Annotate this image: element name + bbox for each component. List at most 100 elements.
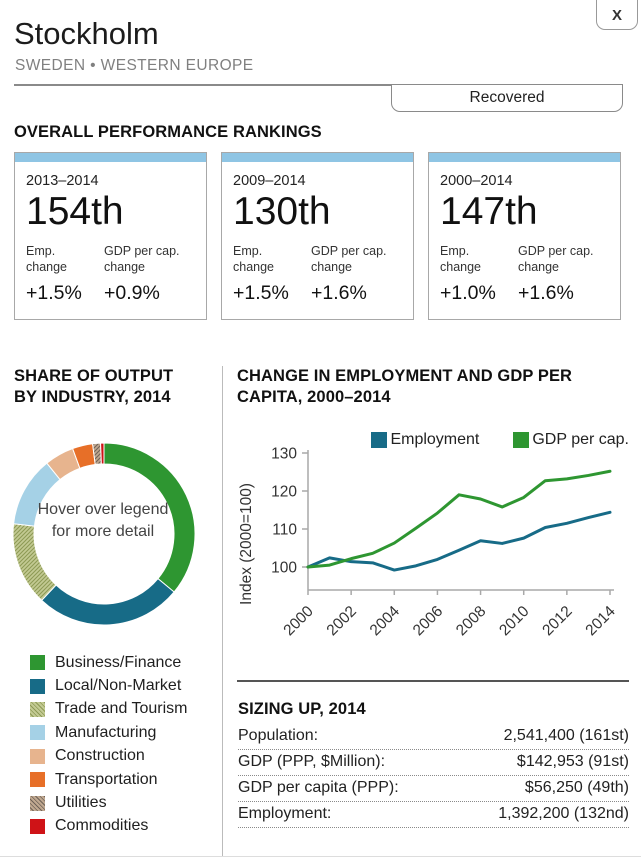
legend-label: Business/Finance: [55, 653, 182, 671]
close-button[interactable]: X: [596, 0, 638, 30]
y-axis-label: Index (2000=100): [238, 483, 255, 605]
row-label: GDP per capita (PPP):: [238, 779, 399, 796]
legend-item-construction[interactable]: Construction: [30, 745, 188, 768]
y-tick-label: 110: [272, 522, 297, 539]
legend-label: Utilities: [55, 794, 107, 812]
donut-slice-commodities: [100, 442, 105, 465]
employment-chart-heading: CHANGE IN EMPLOYMENT AND GDP PER CAPITA,…: [237, 367, 573, 406]
legend-swatch: [30, 772, 45, 788]
emp-change-label: Emp. change: [440, 243, 482, 274]
period-label: 2009–2014: [233, 173, 306, 189]
legend-label: Manufacturing: [55, 723, 157, 741]
donut-slice-local-non-market: [40, 577, 175, 626]
x-tick-label: 2004: [367, 603, 404, 640]
emp-change-value: +1.0%: [440, 282, 496, 305]
page-title: Stockholm: [14, 16, 159, 51]
legend-swatch: [30, 748, 45, 764]
legend-label: Trade and Tourism: [55, 700, 188, 718]
legend-label: Construction: [55, 747, 145, 765]
x-tick-label: 2002: [324, 603, 360, 639]
industry-legend: Business/Finance Local/Non-Market Trade an…: [30, 651, 188, 838]
donut-center-note: Hover over legend for more detail: [37, 501, 169, 540]
header-divider: [14, 84, 392, 86]
y-tick-label: 100: [271, 560, 297, 577]
card-accent-bar: [15, 153, 206, 162]
employment-chart-legend: Employment GDP per cap.: [237, 431, 629, 449]
legend-item-local-non-market[interactable]: Local/Non-Market: [30, 674, 188, 697]
legend-label: Commodities: [55, 817, 149, 835]
gdp-change-label: GDP per cap. change: [518, 243, 594, 274]
legend-swatch: [30, 725, 45, 741]
ranking-card-2009-2014: 2009–2014 130th Emp. change GDP per cap.…: [221, 152, 414, 320]
legend-item-manufacturing[interactable]: Manufacturing: [30, 721, 188, 744]
sizing-table: Population: 2,541,400 (161st) GDP (PPP, …: [238, 724, 629, 828]
row-label: Population:: [238, 727, 319, 744]
legend-swatch: [30, 655, 45, 671]
row-label: Employment:: [238, 805, 332, 822]
rankings-heading: OVERALL PERFORMANCE RANKINGS: [14, 123, 322, 141]
sizing-heading: SIZING UP, 2014: [238, 700, 366, 718]
gdp-change-value: +0.9%: [104, 282, 160, 305]
rank-value: 147th: [440, 190, 538, 233]
row-value: $56,250 (49th): [524, 779, 629, 796]
industry-donut-chart: [12, 442, 196, 626]
row-label: GDP (PPP, $Million):: [238, 753, 386, 770]
x-tick-label: 2010: [496, 603, 533, 640]
x-tick-label: 2008: [453, 603, 489, 639]
gdp-change-label: GDP per cap. change: [104, 243, 180, 274]
series-line-employment: [306, 510, 612, 572]
legend-label: Local/Non-Market: [55, 677, 182, 695]
ranking-cards-row: 2013–2014 154th Emp. change GDP per cap.…: [14, 152, 621, 320]
sizing-row-population: Population: 2,541,400 (161st): [238, 724, 629, 750]
sizing-row-employment: Employment: 1,392,200 (132nd): [238, 802, 629, 828]
column-divider: [222, 366, 223, 856]
emp-change-value: +1.5%: [26, 282, 82, 305]
legend-item-utilities[interactable]: Utilities: [30, 791, 188, 814]
legend-label: Transportation: [55, 770, 158, 788]
rank-value: 130th: [233, 190, 331, 233]
emp-change-label: Emp. change: [233, 243, 275, 274]
sizing-row-gdp: GDP (PPP, $Million): $142,953 (91st): [238, 750, 629, 776]
ranking-card-2000-2014: 2000–2014 147th Emp. change GDP per cap.…: [428, 152, 621, 320]
employment-legend-label: Employment: [390, 431, 480, 448]
period-label: 2013–2014: [26, 173, 99, 189]
x-tick-label: 2014: [582, 603, 619, 640]
gdp-change-value: +1.6%: [518, 282, 574, 305]
legend-item-gdp-per-cap: GDP per cap.: [513, 431, 629, 449]
period-label: 2000–2014: [440, 173, 513, 189]
x-tick-label: 2012: [539, 603, 575, 639]
y-tick-label: 130: [271, 446, 297, 463]
row-value: 1,392,200 (132nd): [498, 805, 629, 822]
rank-value: 154th: [26, 190, 124, 233]
gdp-change-label: GDP per cap. change: [311, 243, 387, 274]
card-accent-bar: [222, 153, 413, 162]
emp-change-label: Emp. change: [26, 243, 68, 274]
row-value: $142,953 (91st): [516, 753, 629, 770]
legend-swatch: [30, 701, 45, 717]
x-tick-label: 2000: [280, 603, 317, 640]
ranking-card-2013-2014: 2013–2014 154th Emp. change GDP per cap.…: [14, 152, 207, 320]
sizing-row-gdp-per-capita: GDP per capita (PPP): $56,250 (49th): [238, 776, 629, 802]
gdp-legend-label: GDP per cap.: [532, 431, 629, 448]
card-accent-bar: [429, 153, 620, 162]
page-subtitle: SWEDEN • WESTERN EUROPE: [15, 57, 254, 74]
legend-item-transportation[interactable]: Transportation: [30, 768, 188, 791]
gdp-swatch: [513, 432, 530, 448]
legend-swatch: [30, 795, 45, 811]
sizing-divider: [237, 680, 629, 682]
status-tab-recovered[interactable]: Recovered: [391, 84, 623, 112]
legend-item-trade-and-tourism[interactable]: Trade and Tourism: [30, 698, 188, 721]
industry-heading: SHARE OF OUTPUT BY INDUSTRY, 2014: [14, 367, 174, 406]
legend-item-business-finance[interactable]: Business/Finance: [30, 651, 188, 674]
legend-swatch: [30, 818, 45, 834]
emp-change-value: +1.5%: [233, 282, 289, 305]
employment-chart-svg: 100 110 120 130 2000 2002 2004 2006 2008 2010 2012…: [238, 446, 619, 640]
employment-swatch: [371, 432, 388, 448]
x-tick-label: 2006: [410, 603, 446, 639]
series-line-gdp-per-cap-: [306, 469, 612, 569]
legend-item-employment: Employment: [371, 431, 479, 449]
y-tick-label: 120: [271, 484, 297, 501]
legend-item-commodities[interactable]: Commodities: [30, 815, 188, 838]
row-value: 2,541,400 (161st): [503, 727, 629, 744]
